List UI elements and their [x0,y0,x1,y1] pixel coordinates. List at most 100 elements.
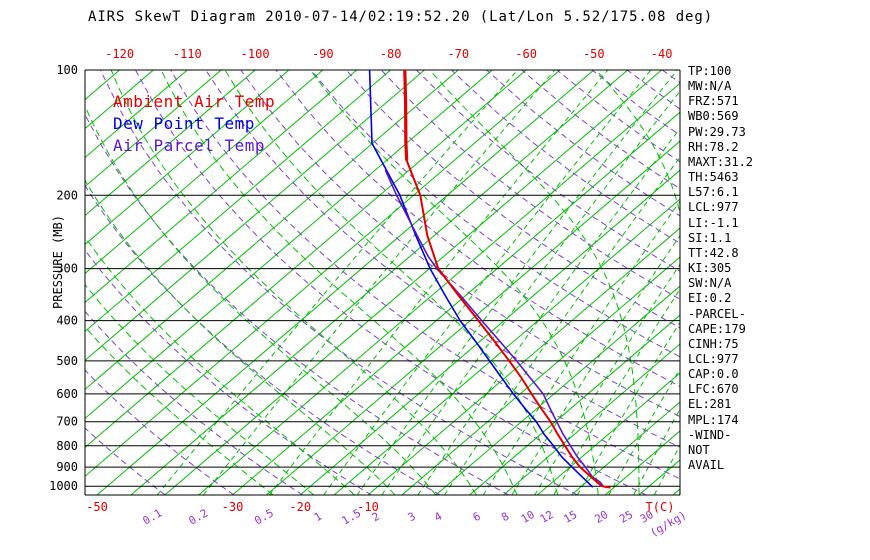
top-axis-tick-label: -110 [173,47,202,61]
isotherm-line [85,70,459,391]
stat-line: MAXT:31.2 [688,154,754,169]
mixing-ratio-tick-label: 2 [370,510,382,525]
mixing-ratio-line [417,127,680,495]
pressure-tick-label: 100 [56,63,78,77]
stat-line: TT:42.8 [688,245,739,260]
stat-line: -PARCEL- [688,306,746,321]
pressure-tick-label: 500 [56,354,78,368]
dry-adiabat-line [451,70,680,244]
mixing-ratio-tick-label: 10 [519,508,537,526]
stat-line: LI:-1.1 [688,215,739,230]
isotherm-line [85,70,290,246]
stat-line: FRZ:571 [688,94,739,109]
stat-line: LFC:670 [688,382,739,397]
isotherm-line [85,70,425,362]
pressure-tick-label: 400 [56,314,78,328]
moist-adiabat-line [85,283,315,495]
isotherm-line [85,70,256,217]
stat-line: CAP:0.0 [688,367,739,382]
chart-title: AIRS SkewT Diagram 2010-07-14/02:19:52.2… [88,9,714,25]
isotherm-line [85,70,188,159]
ambient-temp-curve [405,160,611,489]
bottom-temp-tick-label: -50 [86,500,108,514]
pressure-tick-label: 600 [56,387,78,401]
stat-line: TH:5463 [688,170,739,185]
isotherm-line [85,70,527,449]
isotherm-line [96,70,595,495]
pressure-axis-title: PRESSURE (MB) [51,215,65,309]
mixing-ratio-tick-label: 6 [471,510,483,525]
dry-adiabat-line [85,310,303,495]
mixing-ratio-tick-label: 12 [538,508,556,526]
mixing-ratio-line [381,90,680,495]
dew-point-curve [368,70,594,488]
top-axis-tick-label: -100 [241,47,270,61]
mixing-ratio-line [269,70,609,495]
isotherm-line [85,70,561,477]
stat-line: CINH:75 [688,336,739,351]
dry-adiabat-line [275,70,680,388]
stat-line: MW:N/A [688,79,732,94]
pressure-tick-label: 900 [56,460,78,474]
air-parcel-curve [384,169,608,489]
mixing-ratio-tick-label: 15 [561,508,579,526]
pressure-tick-label: 200 [56,188,78,202]
stat-line: LCL:977 [688,200,739,215]
dry-adiabat-line [310,70,680,358]
top-axis-tick-label: -120 [105,47,134,61]
plot-legend: Ambient Air Temp Dew Point Temp Air Parc… [113,92,275,158]
mixing-ratio-line [323,70,652,495]
mixing-ratio-line [444,156,680,495]
isotherm-line [85,70,358,304]
stat-line: -WIND- [688,427,732,442]
stat-line: TP:100 [688,64,732,78]
mixing-ratio-line [534,263,680,495]
pressure-tick-label: 700 [56,415,78,429]
stat-line: LCL:977 [688,351,739,366]
stat-line: PW:29.73 [688,124,746,139]
isotherm-line [130,70,629,495]
dry-adiabat-line [170,70,680,480]
pressure-tick-label: 800 [56,439,78,453]
bottom-temp-tick-label: -10 [357,500,379,514]
legend-air-parcel-temp: Air Parcel Temp [113,136,265,155]
mixing-ratio-line [553,288,680,495]
stat-line: WB0:569 [688,109,739,124]
isotherm-line [299,169,680,495]
stat-line: CAPE:179 [688,321,746,336]
isotherm-line [164,70,662,495]
dry-adiabat-line [345,70,680,329]
moist-adiabat-line [85,236,355,495]
mixing-ratio-line [653,444,680,495]
dry-adiabat-line [99,70,578,495]
mixing-ratio-tick-label: 0.5 [252,506,276,527]
isotherm-line [0,70,52,495]
dry-adiabat-line [380,70,680,300]
mixing-ratio-line [356,70,678,495]
mixing-ratio-tick-label: 0.1 [140,506,164,527]
mixing-ratio-tick-label: 25 [617,508,635,526]
isotherm-line [85,70,391,333]
mixing-ratio-tick-label: 20 [592,508,610,526]
stat-line: AVAIL [688,458,725,473]
stat-line: EL:281 [688,397,732,412]
isotherm-line [469,314,680,495]
mixing-ratio-tick-label: 8 [499,510,511,525]
top-axis-tick-label: -60 [515,47,537,61]
legend-ambient-air-temp: Ambient Air Temp [113,92,276,111]
top-axis-tick-label: -40 [651,47,673,61]
stat-line: L57:6.1 [688,185,739,200]
isotherm-line [570,401,680,495]
stat-line: KI:305 [688,261,732,276]
isotherm-line [401,256,680,495]
dry-adiabat-line [416,70,680,272]
moist-adiabat-line [110,70,477,495]
mixing-ratio-tick-label: 30 [638,508,656,526]
isotherm-line [435,285,680,495]
isotherm-line [266,140,680,495]
moist-adiabat-line [85,325,274,495]
isotherm-line [198,82,680,495]
temp-unit-label: T(C) [646,500,675,514]
plot-background [0,70,680,495]
